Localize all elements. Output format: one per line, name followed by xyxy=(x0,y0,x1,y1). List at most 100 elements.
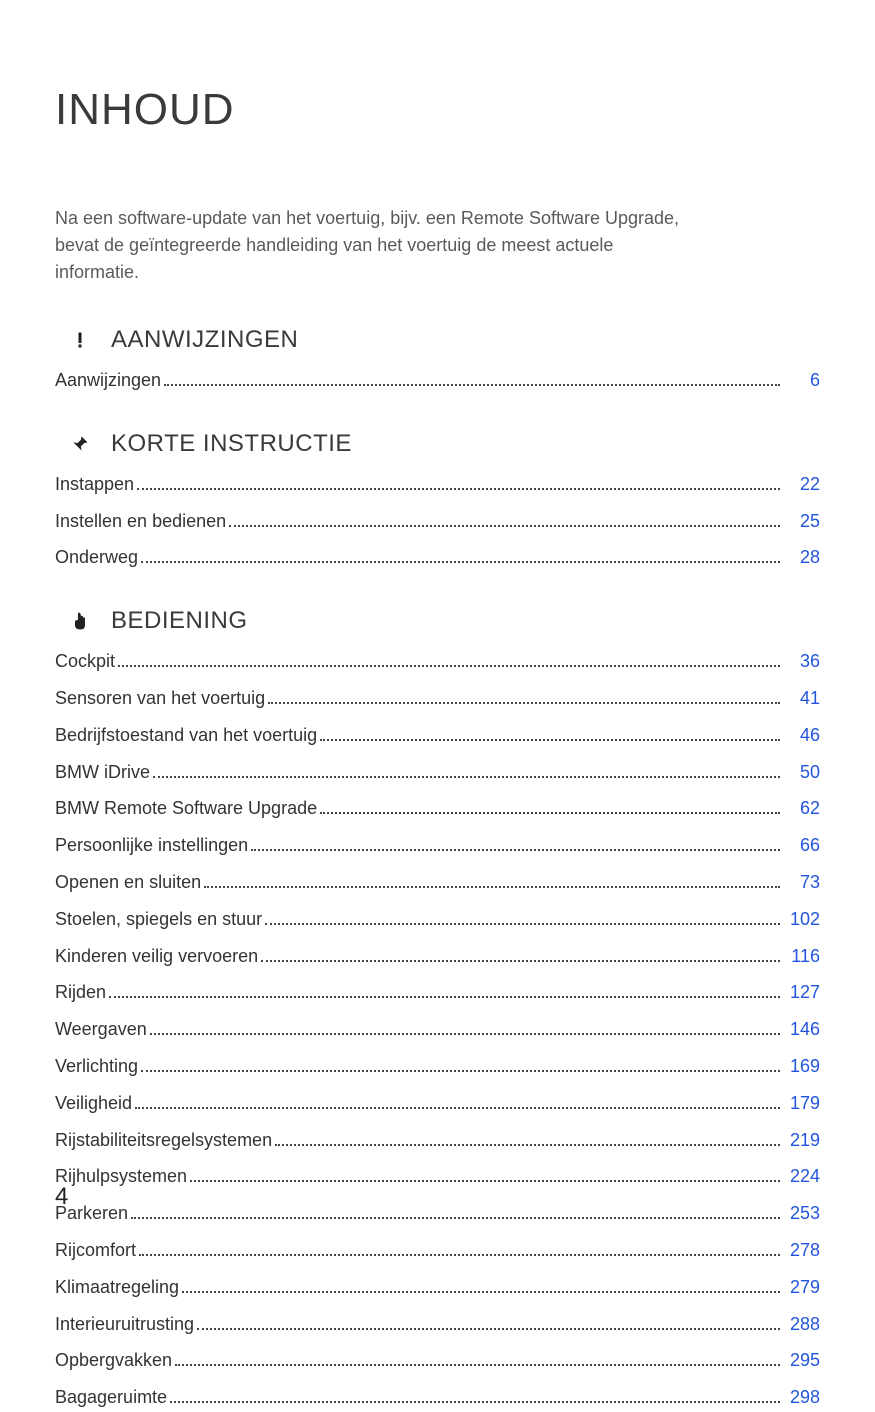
toc-entry[interactable]: Instappen 22 xyxy=(55,470,820,499)
toc-entry-page[interactable]: 224 xyxy=(786,1162,820,1191)
toc-entry[interactable]: Weergaven 146 xyxy=(55,1015,820,1044)
toc-entry[interactable]: Cockpit36 xyxy=(55,647,820,676)
toc-entry[interactable]: Opbergvakken 295 xyxy=(55,1346,820,1375)
toc-entry-label: Stoelen, spiegels en stuur xyxy=(55,905,262,934)
toc-entry-page[interactable]: 146 xyxy=(786,1015,820,1044)
toc-dots xyxy=(320,739,780,741)
toc-entry[interactable]: Rijhulpsystemen 224 xyxy=(55,1162,820,1191)
toc-entry-page[interactable]: 46 xyxy=(786,721,820,750)
toc-entry-page[interactable]: 22 xyxy=(786,470,820,499)
toc-dots xyxy=(229,525,780,527)
toc-entry-label: Verlichting xyxy=(55,1052,138,1081)
sections-container: AANWIJZINGEN Aanwijzingen 6 KORTE INSTRUCTI… xyxy=(55,326,820,1412)
toc-entry-page[interactable]: 298 xyxy=(786,1383,820,1412)
toc-entry-label: BMW iDrive xyxy=(55,758,150,787)
toc-dots xyxy=(268,702,780,704)
toc-entry[interactable]: Bedrijfstoestand van het voertuig46 xyxy=(55,721,820,750)
pin-icon xyxy=(67,431,93,457)
toc-entry-page[interactable]: 179 xyxy=(786,1089,820,1118)
toc-entry[interactable]: Rijcomfort 278 xyxy=(55,1236,820,1265)
toc-entry-page[interactable]: 66 xyxy=(786,831,820,860)
toc-entry[interactable]: Kinderen veilig vervoeren116 xyxy=(55,942,820,971)
toc-dots xyxy=(109,996,780,998)
intro-text: Na een software-update van het voertuig,… xyxy=(55,205,695,286)
toc-entry[interactable]: Sensoren van het voertuig 41 xyxy=(55,684,820,713)
toc-entry[interactable]: Parkeren253 xyxy=(55,1199,820,1228)
toc-entry-label: Aanwijzingen xyxy=(55,366,161,395)
toc-entry-page[interactable]: 288 xyxy=(786,1310,820,1339)
toc-entry-page[interactable]: 253 xyxy=(786,1199,820,1228)
toc-entry[interactable]: Veiligheid 179 xyxy=(55,1089,820,1118)
toc-entry[interactable]: Klimaatregeling 279 xyxy=(55,1273,820,1302)
toc-dots xyxy=(190,1180,780,1182)
toc-entry-page[interactable]: 50 xyxy=(786,758,820,787)
toc-entry[interactable]: Interieuruitrusting288 xyxy=(55,1310,820,1339)
section-header: AANWIJZINGEN xyxy=(55,326,820,354)
toc-entry-page[interactable]: 73 xyxy=(786,868,820,897)
section-title: AANWIJZINGEN xyxy=(111,326,298,354)
toc-entry-page[interactable]: 25 xyxy=(786,507,820,536)
page-number: 4 xyxy=(55,1183,68,1211)
toc-entry[interactable]: Instellen en bedienen 25 xyxy=(55,507,820,536)
toc-entry-label: Veiligheid xyxy=(55,1089,132,1118)
exclamation-icon xyxy=(67,327,93,353)
section-title: KORTE INSTRUCTIE xyxy=(111,430,352,458)
toc-dots xyxy=(175,1364,780,1366)
toc-entry-label: Instappen xyxy=(55,470,134,499)
toc-entry[interactable]: Bagageruimte 298 xyxy=(55,1383,820,1412)
toc-dots xyxy=(170,1401,780,1403)
toc-entry[interactable]: Aanwijzingen 6 xyxy=(55,366,820,395)
toc-dots xyxy=(265,923,780,925)
toc-entry[interactable]: BMW iDrive 50 xyxy=(55,758,820,787)
toc-section: AANWIJZINGEN Aanwijzingen 6 xyxy=(55,326,820,395)
toc-entry-label: Rijstabiliteitsregelsystemen xyxy=(55,1126,272,1155)
toc-dots xyxy=(153,776,780,778)
toc-dots xyxy=(150,1033,780,1035)
toc-entry-page[interactable]: 295 xyxy=(786,1346,820,1375)
toc-entry[interactable]: BMW Remote Software Upgrade 62 xyxy=(55,794,820,823)
toc-entry-label: BMW Remote Software Upgrade xyxy=(55,794,317,823)
toc-entry-page[interactable]: 41 xyxy=(786,684,820,713)
toc-entry-page[interactable]: 278 xyxy=(786,1236,820,1265)
toc-entry[interactable]: Rijstabiliteitsregelsystemen 219 xyxy=(55,1126,820,1155)
toc-entry-page[interactable]: 116 xyxy=(786,942,820,971)
toc-dots xyxy=(275,1144,780,1146)
toc-entry-label: Opbergvakken xyxy=(55,1346,172,1375)
toc-entry-page[interactable]: 169 xyxy=(786,1052,820,1081)
toc-entry-label: Instellen en bedienen xyxy=(55,507,226,536)
toc-entry[interactable]: Persoonlijke instellingen 66 xyxy=(55,831,820,860)
toc-entry-page[interactable]: 102 xyxy=(786,905,820,934)
toc-entry[interactable]: Openen en sluiten73 xyxy=(55,868,820,897)
toc-entry-page[interactable]: 219 xyxy=(786,1126,820,1155)
toc-entry-label: Onderweg xyxy=(55,543,138,572)
toc-entry[interactable]: Onderweg 28 xyxy=(55,543,820,572)
toc-entry-label: Rijhulpsystemen xyxy=(55,1162,187,1191)
toc-dots xyxy=(139,1254,780,1256)
toc-dots xyxy=(137,488,780,490)
toc-entry-label: Klimaatregeling xyxy=(55,1273,179,1302)
toc-dots xyxy=(135,1107,780,1109)
toc-dots xyxy=(197,1328,780,1330)
toc-entry-page[interactable]: 279 xyxy=(786,1273,820,1302)
toc-dots xyxy=(118,665,780,667)
toc-entry-label: Weergaven xyxy=(55,1015,147,1044)
toc-entry-page[interactable]: 36 xyxy=(786,647,820,676)
toc-entry[interactable]: Rijden127 xyxy=(55,978,820,1007)
toc-entry-page[interactable]: 28 xyxy=(786,543,820,572)
toc-entry[interactable]: Verlichting 169 xyxy=(55,1052,820,1081)
toc-entry-label: Sensoren van het voertuig xyxy=(55,684,265,713)
toc-dots xyxy=(204,886,780,888)
toc-entry-label: Bagageruimte xyxy=(55,1383,167,1412)
toc-section: BEDIENINGCockpit36Sensoren van het voert… xyxy=(55,607,820,1412)
toc-entry-page[interactable]: 6 xyxy=(786,366,820,395)
toc-dots xyxy=(320,812,780,814)
toc-dots xyxy=(164,384,780,386)
hand-icon xyxy=(67,608,93,634)
toc-entry[interactable]: Stoelen, spiegels en stuur 102 xyxy=(55,905,820,934)
toc-entry-label: Rijcomfort xyxy=(55,1236,136,1265)
toc-entry-page[interactable]: 127 xyxy=(786,978,820,1007)
toc-entry-page[interactable]: 62 xyxy=(786,794,820,823)
section-header: KORTE INSTRUCTIE xyxy=(55,430,820,458)
page-title: INHOUD xyxy=(55,85,820,135)
toc-entry-label: Persoonlijke instellingen xyxy=(55,831,248,860)
